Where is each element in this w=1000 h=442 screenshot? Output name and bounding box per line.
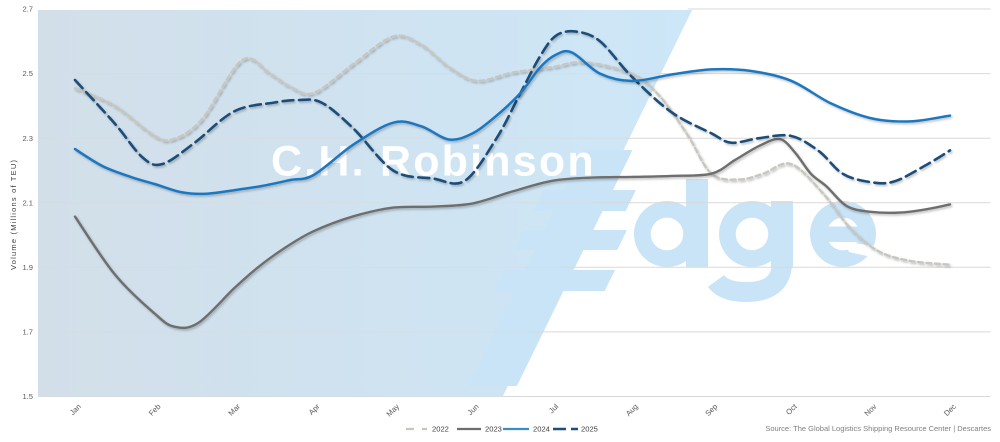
- svg-text:2.5: 2.5: [22, 69, 33, 78]
- svg-text:2.3: 2.3: [22, 134, 33, 143]
- svg-text:May: May: [385, 402, 402, 419]
- svg-text:1.5: 1.5: [22, 392, 33, 401]
- svg-text:2024: 2024: [533, 425, 550, 434]
- svg-text:Aug: Aug: [624, 402, 640, 418]
- svg-text:2.7: 2.7: [22, 5, 33, 14]
- svg-text:2022: 2022: [432, 425, 449, 434]
- svg-text:Oct: Oct: [784, 401, 799, 416]
- svg-text:Sep: Sep: [703, 402, 719, 418]
- svg-text:2.1: 2.1: [22, 198, 33, 207]
- svg-text:Jun: Jun: [466, 402, 481, 417]
- svg-text:C.H. Robinson: C.H. Robinson: [271, 138, 596, 186]
- svg-text:Mar: Mar: [226, 402, 242, 418]
- svg-text:Volume (Millions of TEU): Volume (Millions of TEU): [9, 159, 18, 270]
- svg-text:1.7: 1.7: [22, 328, 33, 337]
- svg-text:Feb: Feb: [147, 402, 163, 418]
- svg-text:Apr: Apr: [307, 402, 322, 417]
- svg-text:2025: 2025: [581, 425, 598, 434]
- svg-text:Nov: Nov: [862, 402, 878, 418]
- svg-text:Dec: Dec: [942, 402, 958, 418]
- svg-text:Source: The Global Logistics S: Source: The Global Logistics Shipping Re…: [765, 424, 991, 433]
- svg-text:1.9: 1.9: [22, 263, 33, 272]
- svg-text:Jul: Jul: [547, 402, 560, 415]
- svg-text:Jan: Jan: [68, 402, 83, 417]
- svg-text:2023: 2023: [485, 425, 502, 434]
